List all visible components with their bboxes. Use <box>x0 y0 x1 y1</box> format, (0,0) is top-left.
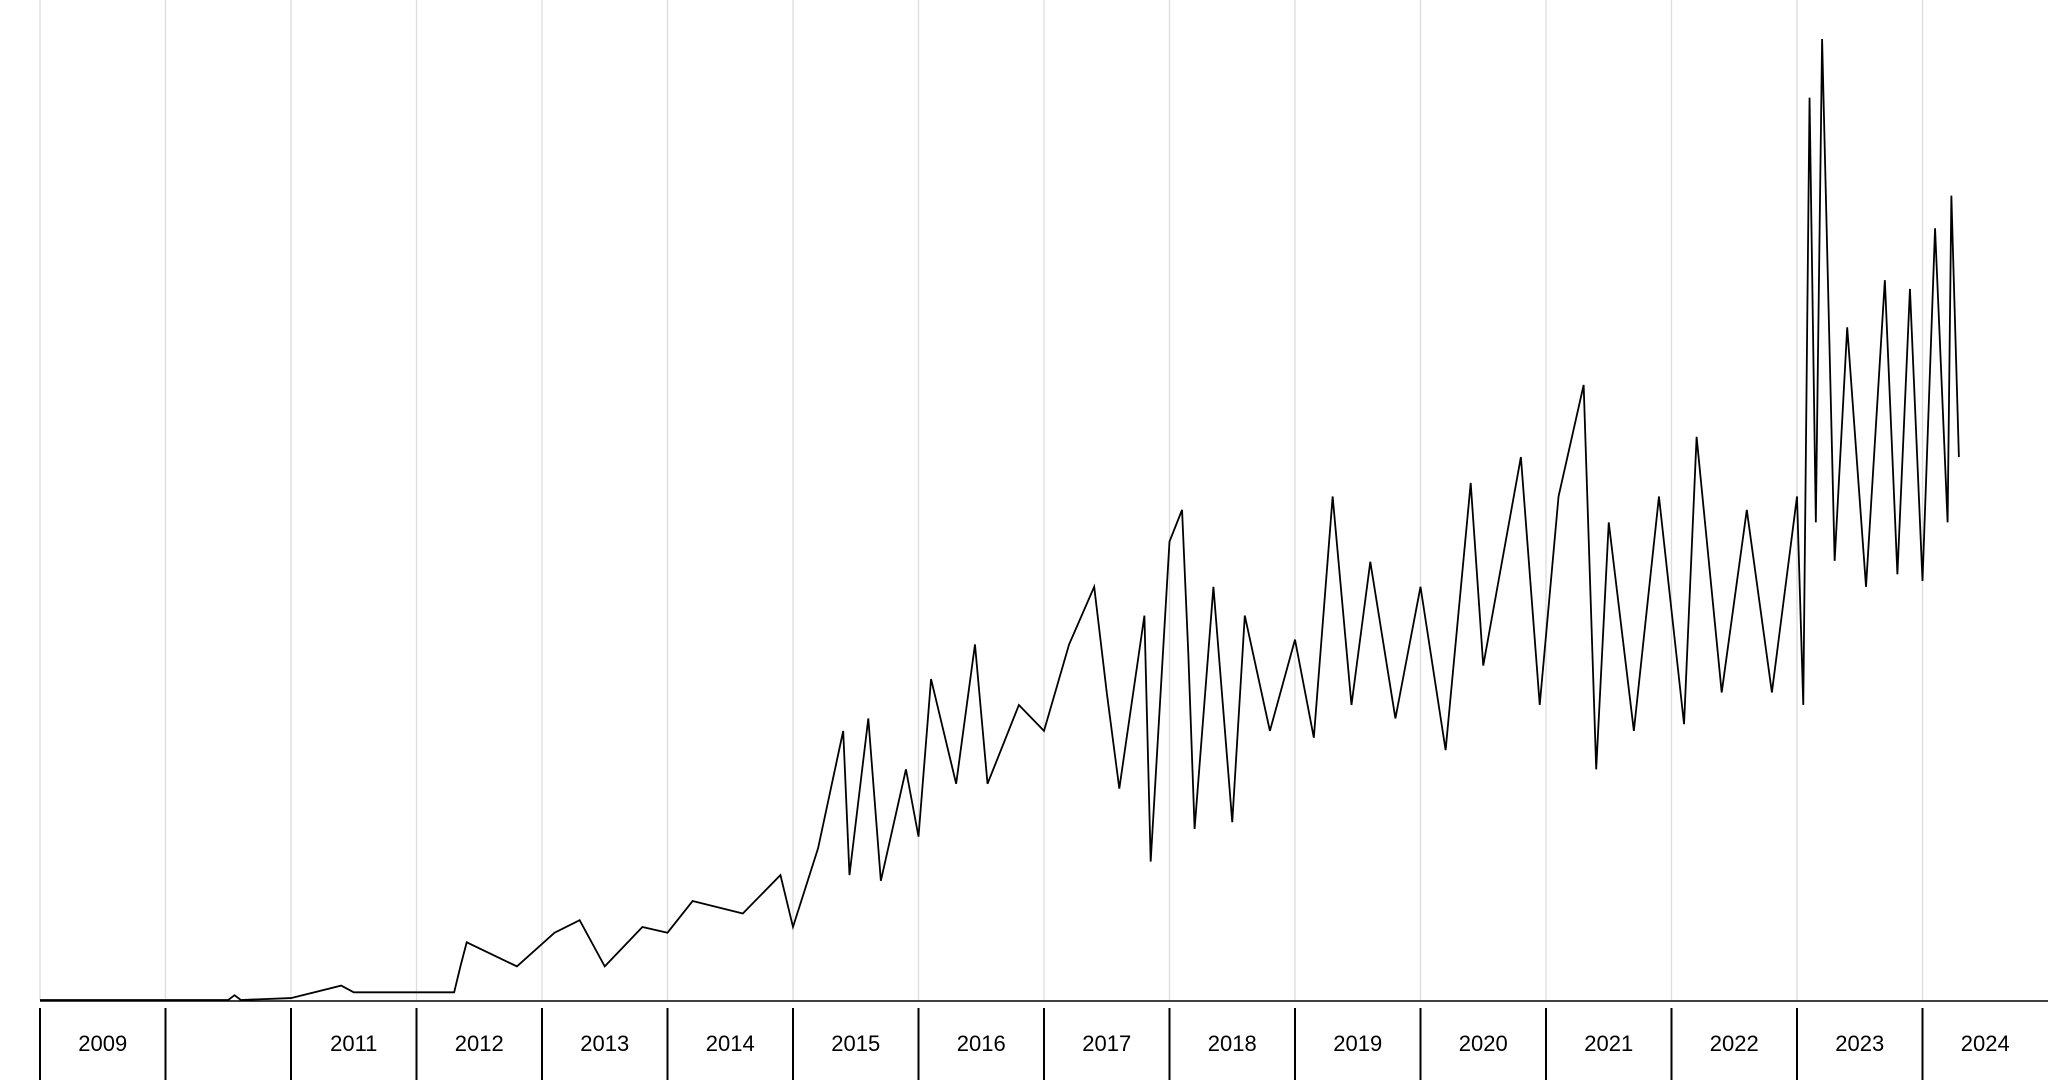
x-tick-label: 2018 <box>1208 1031 1257 1056</box>
x-tick-label: 2013 <box>580 1031 629 1056</box>
x-tick-label: 2022 <box>1710 1031 1759 1056</box>
x-tick-label: 2012 <box>455 1031 504 1056</box>
x-tick-label: 2009 <box>78 1031 127 1056</box>
x-tick-label: 2021 <box>1584 1031 1633 1056</box>
x-tick-label: 2015 <box>831 1031 880 1056</box>
x-tick-label: 2014 <box>706 1031 755 1056</box>
x-tick-label: 2023 <box>1835 1031 1884 1056</box>
x-tick-label: 2019 <box>1333 1031 1382 1056</box>
x-tick-label: 2024 <box>1961 1031 2010 1056</box>
x-tick-label: 2011 <box>330 1031 377 1056</box>
x-tick-label: 2016 <box>957 1031 1006 1056</box>
x-tick-label: 2017 <box>1082 1031 1131 1056</box>
x-tick-label: 2020 <box>1459 1031 1508 1056</box>
line-series <box>40 38 1960 1001</box>
